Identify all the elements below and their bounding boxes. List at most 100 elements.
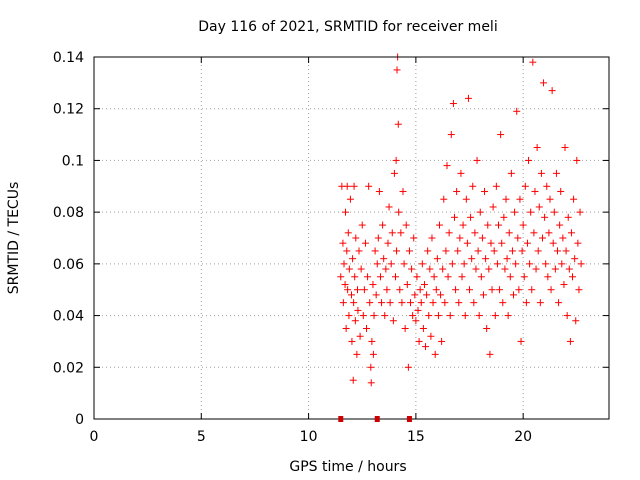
data-point xyxy=(519,221,527,229)
data-point xyxy=(538,234,546,242)
data-point xyxy=(419,325,427,332)
data-point xyxy=(408,265,416,273)
data-point xyxy=(370,312,378,320)
data-point xyxy=(527,208,535,216)
data-point xyxy=(501,265,509,273)
data-point xyxy=(512,260,520,268)
data-point xyxy=(458,273,466,281)
data-point xyxy=(341,281,349,289)
data-point xyxy=(481,187,489,195)
data-point xyxy=(379,221,387,229)
data-point xyxy=(441,299,449,307)
data-point xyxy=(564,213,572,221)
data-point xyxy=(487,239,495,247)
data-point xyxy=(514,234,522,242)
data-point xyxy=(543,182,551,190)
data-point xyxy=(389,317,397,325)
data-point xyxy=(572,317,580,325)
data-point xyxy=(373,260,381,268)
data-point xyxy=(396,286,404,294)
y-axis-label: SRMTID / TECUs xyxy=(6,182,22,295)
data-point xyxy=(397,229,405,237)
data-point xyxy=(387,260,395,268)
data-point xyxy=(474,247,482,255)
data-point xyxy=(537,169,545,177)
data-point xyxy=(520,273,528,281)
data-point xyxy=(368,337,376,345)
data-point xyxy=(470,299,478,307)
data-point xyxy=(508,247,516,255)
data-point xyxy=(416,286,424,294)
data-point xyxy=(545,229,553,237)
zero-mark xyxy=(374,416,380,422)
data-point xyxy=(563,312,571,320)
data-point xyxy=(410,234,418,242)
data-point xyxy=(350,182,358,190)
data-point xyxy=(513,107,521,115)
data-point xyxy=(393,247,401,255)
data-point xyxy=(535,203,543,211)
data-point xyxy=(485,265,493,273)
y-tick-label: 0 xyxy=(75,412,84,428)
data-point xyxy=(445,229,453,237)
data-point xyxy=(526,260,534,268)
data-point xyxy=(353,350,361,358)
data-point xyxy=(384,239,392,247)
data-point xyxy=(573,156,581,164)
data-point xyxy=(431,350,439,358)
data-point xyxy=(435,221,443,229)
data-point xyxy=(343,247,351,255)
data-point xyxy=(550,208,558,216)
data-point xyxy=(386,299,394,307)
data-point xyxy=(349,255,357,263)
x-tick-label: 0 xyxy=(90,429,99,445)
data-point xyxy=(401,325,409,332)
data-point xyxy=(456,234,464,242)
data-point xyxy=(364,273,372,281)
data-point xyxy=(345,312,353,320)
data-point xyxy=(382,265,390,273)
data-point xyxy=(555,299,563,307)
data-point xyxy=(476,208,484,216)
data-point xyxy=(446,312,454,320)
data-point xyxy=(504,312,512,320)
data-point xyxy=(467,213,475,221)
data-point xyxy=(540,79,548,87)
data-point xyxy=(358,221,366,229)
data-point xyxy=(414,306,422,314)
data-point xyxy=(372,291,380,299)
data-point xyxy=(344,229,352,237)
data-point xyxy=(367,363,375,371)
data-point xyxy=(517,337,525,345)
data-point xyxy=(503,255,511,263)
data-point xyxy=(479,291,487,299)
data-point xyxy=(500,213,508,221)
zero-marks xyxy=(338,416,412,422)
data-point xyxy=(407,299,415,307)
data-point xyxy=(442,247,450,255)
data-point xyxy=(454,247,462,255)
data-point xyxy=(482,255,490,263)
data-point xyxy=(420,281,428,289)
data-point xyxy=(340,260,348,268)
y-tick-label: 0.12 xyxy=(53,102,84,118)
data-point xyxy=(566,337,574,345)
data-point xyxy=(452,286,460,294)
data-point xyxy=(417,299,425,307)
x-tick-label: 10 xyxy=(300,429,318,445)
data-point xyxy=(398,299,406,307)
grid xyxy=(94,57,609,419)
data-point xyxy=(437,291,445,299)
data-point xyxy=(451,213,458,221)
data-point xyxy=(463,239,471,247)
data-point xyxy=(528,286,536,294)
data-point xyxy=(381,312,389,320)
data-point xyxy=(346,195,354,203)
data-point xyxy=(577,260,585,268)
data-point xyxy=(561,144,569,151)
data-point xyxy=(544,273,552,281)
data-point xyxy=(344,286,352,294)
data-point xyxy=(359,312,367,320)
data-point xyxy=(486,350,494,358)
data-point xyxy=(394,120,402,128)
